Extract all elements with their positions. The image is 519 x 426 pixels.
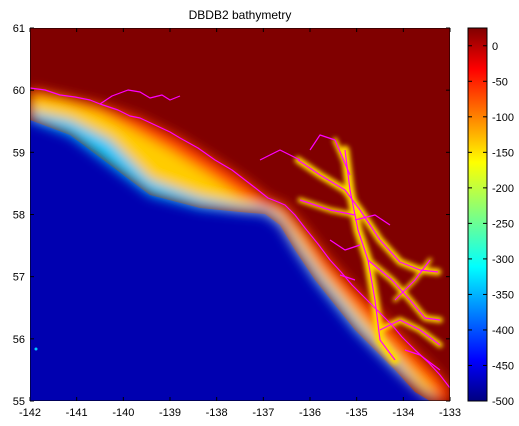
colorbar-tick-label: 0	[492, 41, 498, 53]
x-tick-label: -135	[346, 407, 368, 419]
y-tick-label: 56	[13, 334, 25, 346]
colorbar-tick-label: -500	[492, 396, 514, 408]
colorbar: 0 -50 -100 -150 -200 -250 -300 -350 -400 -450 -500	[467, 27, 514, 408]
colorbar-ticks: 0 -50 -100 -150 -200 -250 -300 -350 -400 -450 -500	[468, 41, 514, 408]
y-tick-label: 60	[13, 85, 25, 97]
colorbar-tick-label: -450	[492, 360, 514, 372]
colorbar-tick-label: -350	[492, 289, 514, 301]
colorbar-tick-label: -300	[492, 254, 514, 266]
colorbar-tick-label: -250	[492, 218, 514, 230]
y-tick-label: 55	[13, 396, 25, 408]
x-tick-label: -134	[392, 407, 414, 419]
deep-ocean	[30, 120, 430, 401]
coastline	[30, 87, 450, 389]
colorbar-tick-label: -400	[492, 325, 514, 337]
colorbar-tick-label: -100	[492, 112, 514, 124]
x-tick-label: -136	[299, 407, 321, 419]
latitude-axis: 55 56 57 58 59 60 61	[13, 23, 450, 408]
longitude-axis: -142 -141 -140 -139 -138 -137 -136 -135 -134 -133	[19, 28, 461, 419]
y-tick-label: 61	[13, 23, 25, 35]
isolated-seamount	[34, 347, 38, 351]
colorbar-tick-label: -200	[492, 183, 514, 195]
colorbar-tick-label: -150	[492, 147, 514, 159]
y-tick-label: 58	[13, 210, 25, 222]
bathymetry-map	[30, 28, 450, 401]
x-tick-label: -138	[206, 407, 228, 419]
x-tick-label: -142	[19, 407, 41, 419]
x-tick-label: -133	[439, 407, 461, 419]
colorbar-gradient	[467, 27, 488, 402]
colorbar-tick-label: -50	[492, 76, 508, 88]
y-tick-label: 59	[13, 147, 25, 159]
x-tick-label: -140	[112, 407, 134, 419]
x-tick-label: -141	[66, 407, 88, 419]
y-tick-label: 57	[13, 272, 25, 284]
chart-title: DBDB2 bathymetry	[189, 8, 292, 22]
x-tick-label: -139	[159, 407, 181, 419]
x-tick-label: -137	[252, 407, 274, 419]
